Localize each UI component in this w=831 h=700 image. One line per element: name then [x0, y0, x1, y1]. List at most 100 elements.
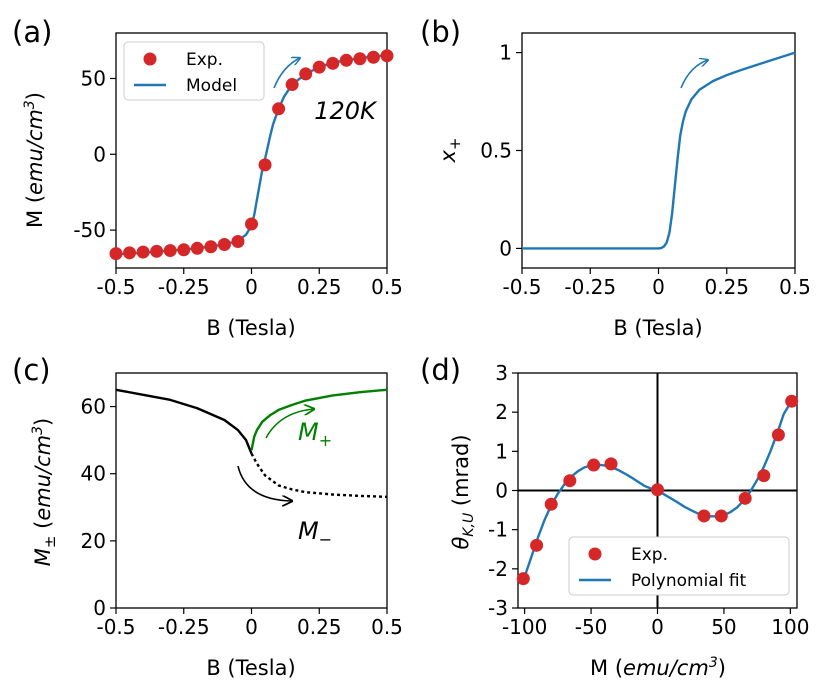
panel-a: -0.5 -0.25 0 0.25 0.5 -50 0 50 Exp. Model: [73, 32, 403, 299]
x-tick-label: -0.5: [96, 275, 135, 299]
exp-point: [312, 60, 326, 74]
exp-point: [204, 240, 218, 254]
y-tick-label: 0: [499, 236, 512, 260]
y-tick-label: 2: [495, 400, 508, 424]
exp-point: [771, 428, 785, 442]
xlabel-a: B (Tesla): [206, 316, 295, 340]
exp-point: [697, 509, 711, 523]
exp-point: [604, 457, 618, 471]
x-tick-label: -0.25: [158, 615, 210, 639]
sweep-arrow-b: [680, 60, 708, 89]
y-tick-label: 40: [81, 462, 106, 486]
x-plus-line: [522, 51, 796, 250]
y-tick-label: 1: [499, 41, 512, 65]
exp-point: [163, 244, 177, 258]
panel-label-b: (b): [420, 15, 461, 49]
y-tick-label: 50: [81, 66, 106, 90]
ylabel-c: M± (emu/cm3): [30, 418, 59, 566]
legend-box-d: [568, 536, 790, 596]
xlabel-c: B (Tesla): [206, 656, 295, 680]
exp-point: [299, 67, 313, 81]
axes-frame-b: [521, 32, 796, 269]
y-tick-label: 0: [93, 142, 106, 166]
exp-point: [366, 50, 380, 64]
exp-point: [285, 78, 299, 92]
sweep-arrow-a: [273, 58, 300, 89]
exp-point: [544, 497, 558, 511]
legend-label-model: Model: [186, 76, 237, 96]
y-tick-label: 0: [495, 479, 508, 503]
exp-point: [516, 572, 530, 586]
x-tick-label: 100: [771, 615, 809, 639]
panel-c: -0.5 -0.25 0 0.25 0.5 0 20 40 60: [81, 372, 403, 639]
x-tick-label: -100: [502, 615, 547, 639]
exp-point: [231, 234, 245, 248]
x-tick-label: 0.25: [704, 275, 749, 299]
panel-d: -100 -50 0 50 100 -3 -2 -1 0 1 2 3 Exp. Polynomial fi…: [488, 361, 809, 639]
x-tick-label: 0.25: [297, 615, 342, 639]
ylabel-b: x+: [436, 137, 464, 163]
ylabel-d: θK,U (mrad): [449, 434, 477, 549]
exp-point: [177, 243, 191, 257]
x-tick-label: 0: [245, 615, 258, 639]
mplus-label: M+: [298, 418, 332, 450]
exp-point: [757, 469, 771, 483]
legend-label-exp: Exp.: [186, 50, 223, 70]
m-plus-line: [250, 388, 388, 451]
mminus-label: M−: [298, 517, 332, 549]
ylabel-a: M (emu/cm3): [22, 92, 47, 228]
x-tick-label: -0.5: [502, 275, 541, 299]
exp-point: [563, 474, 577, 488]
exp-point: [109, 247, 123, 261]
panel-label-a: (a): [12, 15, 52, 49]
exp-point: [738, 491, 752, 505]
m-minus-dashed-line: [250, 453, 388, 499]
x-tick-label: 0: [245, 275, 258, 299]
x-tick-label: 50: [711, 615, 736, 639]
y-tick-label: -2: [488, 557, 508, 581]
xlabel-b: B (Tesla): [613, 316, 702, 340]
legend-label-exp: Exp.: [631, 545, 668, 565]
legend-marker-exp: [588, 547, 602, 561]
panel-label-d: (d): [420, 353, 461, 387]
y-tick-label: 3: [495, 361, 508, 385]
exp-point: [353, 52, 367, 66]
exp-point: [785, 394, 799, 408]
y-tick-label: 0.5: [480, 139, 512, 163]
exp-point: [217, 238, 231, 251]
exp-point: [339, 53, 353, 67]
x-tick-label: -0.25: [158, 275, 210, 299]
y-tick-label: 1: [495, 439, 508, 463]
x-tick-label: 0.5: [779, 275, 811, 299]
x-tick-label: -0.5: [96, 615, 135, 639]
exp-point: [258, 158, 272, 172]
x-tick-label: 0: [652, 275, 665, 299]
m-plus-arrow: [265, 409, 314, 439]
panel-label-c: (c): [12, 353, 51, 387]
legend-label-model: Polynomial fit: [631, 571, 747, 591]
temperature-annotation: 120K: [314, 97, 378, 125]
y-tick-label: -50: [73, 218, 106, 242]
exp-point: [714, 509, 728, 523]
x-tick-label: 0: [651, 615, 664, 639]
axes-frame-c: [115, 372, 388, 609]
x-tick-label: 0.25: [297, 275, 342, 299]
y-tick-label: 20: [81, 529, 106, 553]
x-tick-label: -0.25: [564, 275, 616, 299]
m-negative-field-line: [115, 388, 253, 455]
panel-b: -0.5 -0.25 0 0.25 0.5 0 0.5 1: [480, 32, 811, 299]
xlabel-d: M (emu/cm3): [590, 655, 726, 680]
y-tick-label: -3: [488, 596, 508, 620]
x-tick-label: -50: [575, 615, 608, 639]
y-tick-label: -1: [488, 518, 508, 542]
exp-point: [326, 56, 340, 70]
exp-point: [123, 246, 137, 260]
exp-point: [136, 245, 150, 259]
exp-point: [380, 49, 394, 63]
y-tick-label: 60: [81, 395, 106, 419]
exp-point: [190, 241, 204, 255]
exp-point: [272, 102, 286, 116]
exp-point: [587, 458, 601, 472]
exp-point: [150, 244, 164, 258]
